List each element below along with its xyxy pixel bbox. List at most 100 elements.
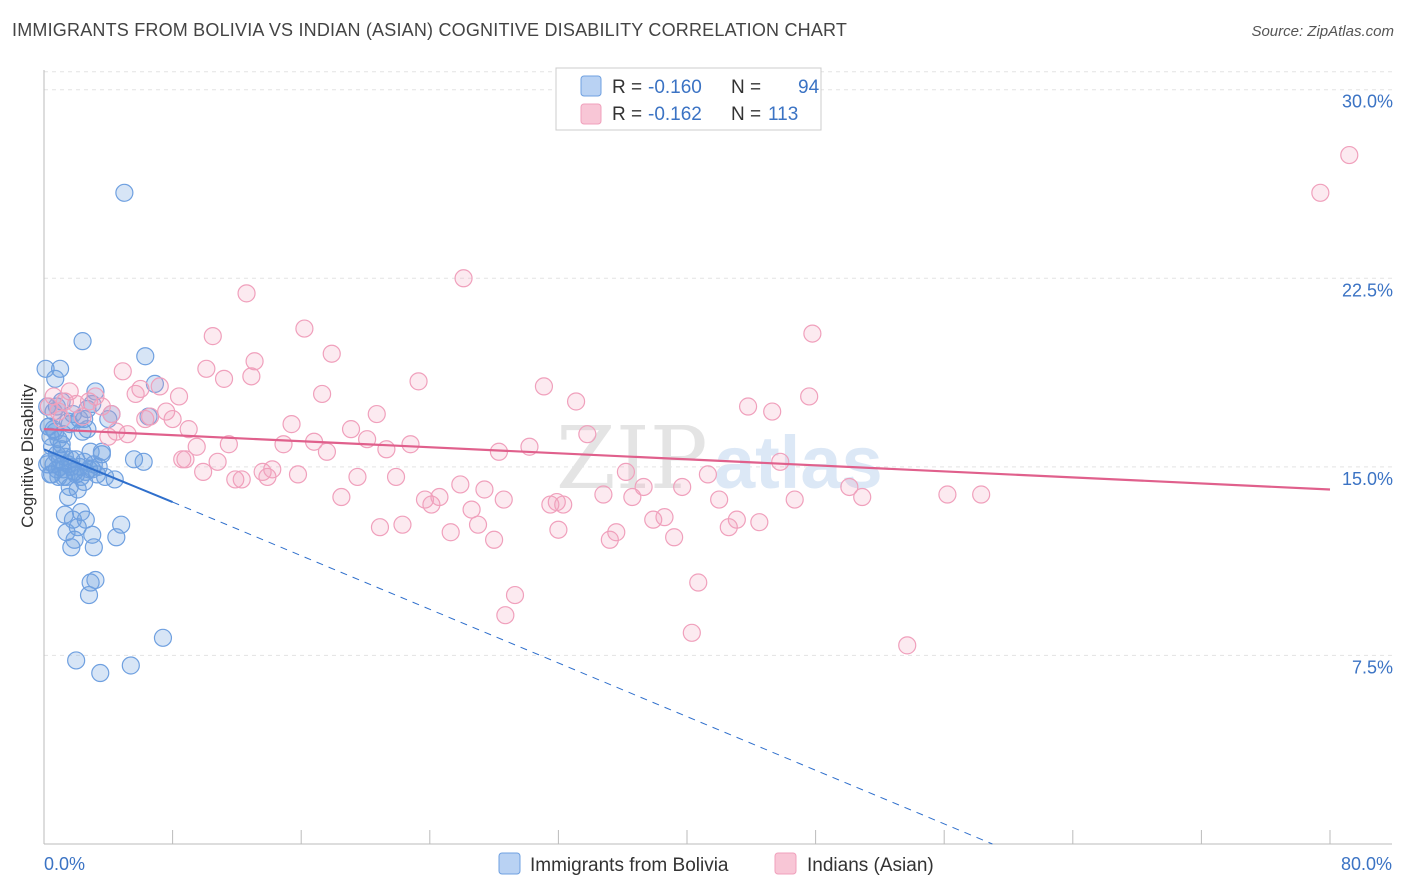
x-tick-label-min: 0.0% [44, 854, 85, 874]
x-tick-label-max: 80.0% [1341, 854, 1392, 874]
indian-points [39, 145, 1359, 655]
indian-point-43 [288, 465, 308, 484]
bolivia-point-68 [105, 470, 124, 489]
indian-point-66 [462, 500, 481, 519]
indian-point-29 [203, 327, 222, 346]
indian-point-40 [263, 460, 282, 479]
indian-point-83 [616, 462, 636, 481]
indian-point-25 [179, 420, 198, 439]
indian-point-55 [377, 440, 396, 459]
indian-point-35 [237, 284, 256, 303]
bolivia-point-63 [91, 663, 110, 683]
indian-point-56 [386, 467, 406, 487]
source-label: Source: ZipAtlas.com [1251, 23, 1394, 40]
bottom-legend-label-bolivia: Immigrants from Bolivia [530, 855, 729, 876]
indian-point-16 [126, 384, 145, 404]
indian-point-95 [727, 510, 746, 529]
bolivia-point-75 [136, 347, 155, 366]
bolivia-trend-extension [172, 501, 993, 845]
indian-point-108 [496, 606, 515, 625]
legend-swatch-bolivia [580, 75, 602, 97]
indian-point-49 [332, 487, 351, 507]
bolivia-point-92 [65, 462, 84, 481]
bolivia-point-91 [92, 442, 111, 461]
legend-r-label-2: R = [612, 104, 642, 125]
indian-point-62 [430, 487, 449, 507]
indian-point-81 [600, 530, 619, 549]
indian-point-76 [549, 520, 568, 539]
indian-point-102 [803, 324, 822, 343]
indian-point-7 [73, 407, 92, 426]
bolivia-point-59 [86, 382, 105, 401]
indian-point-14 [113, 362, 132, 381]
indian-point-105 [898, 636, 917, 655]
indian-point-3 [52, 409, 71, 429]
y-tick-label-3: 30.0% [1342, 92, 1393, 112]
chart-title: IMMIGRANTS FROM BOLIVIA VS INDIAN (ASIAN… [12, 20, 848, 40]
indian-point-23 [169, 387, 189, 406]
indian-point-82 [607, 523, 626, 542]
legend-n-label-1: N = [731, 77, 761, 98]
bottom-legend-label-indian: Indians (Asian) [807, 855, 934, 876]
indian-point-86 [644, 510, 663, 529]
indian-point-58 [401, 435, 420, 454]
y-tick-label-0: 7.5% [1352, 657, 1393, 677]
legend-n-label-2: N = [731, 104, 761, 125]
indian-point-104 [853, 487, 872, 507]
indian-point-89 [673, 477, 692, 497]
bolivia-point-77 [145, 374, 165, 393]
indian-point-93 [710, 490, 729, 509]
indian-point-79 [578, 425, 597, 444]
bolivia-point-93 [52, 435, 71, 454]
indian-point-74 [534, 377, 554, 396]
indian-point-22 [163, 409, 182, 429]
indian-point-100 [785, 490, 804, 509]
indian-point-18 [136, 409, 155, 429]
bottom-legend-swatch-indian [774, 852, 797, 875]
indian-point-46 [312, 384, 332, 404]
indian-point-36 [242, 367, 261, 386]
indian-point-109 [547, 492, 566, 512]
indian-point-44 [295, 319, 314, 338]
bolivia-point-54 [81, 573, 100, 592]
indian-point-65 [454, 269, 473, 288]
indian-point-92 [698, 465, 717, 484]
bolivia-point-74 [134, 452, 153, 471]
indian-point-21 [157, 402, 176, 421]
indian-point-9 [86, 387, 105, 406]
indian-point-78 [566, 392, 586, 411]
indian-point-33 [226, 470, 245, 489]
indian-point-71 [494, 490, 513, 509]
indian-point-90 [682, 623, 701, 642]
legend-r-label-1: R = [612, 77, 642, 98]
indian-point-85 [634, 477, 653, 497]
indian-point-34 [232, 470, 251, 489]
indian-point-32 [219, 435, 238, 454]
bolivia-point-9 [46, 369, 65, 388]
indian-point-37 [245, 352, 264, 371]
trend-lines [43, 428, 1331, 845]
indian-point-30 [208, 452, 227, 471]
indian-point-96 [738, 397, 758, 416]
indian-point-54 [370, 518, 390, 537]
bolivia-point-48 [76, 510, 95, 529]
bolivia-point-70 [112, 515, 131, 534]
indian-point-107 [972, 485, 991, 504]
legend-n-value-2: 113 [768, 104, 798, 125]
indian-point-20 [150, 377, 169, 396]
bolivia-point-43 [73, 332, 92, 351]
indian-point-88 [665, 528, 684, 547]
indian-point-31 [214, 369, 234, 388]
indian-point-48 [322, 344, 341, 363]
indian-point-67 [468, 515, 488, 534]
bolivia-trend-line [43, 448, 173, 503]
indian-point-64 [451, 475, 470, 494]
indian-point-106 [938, 485, 957, 504]
indian-point-51 [348, 467, 367, 487]
y-tick-label-2: 22.5% [1342, 280, 1393, 300]
indian-point-47 [317, 442, 337, 461]
indian-point-72 [505, 585, 525, 605]
indian-point-97 [750, 513, 769, 532]
bolivia-point-87 [54, 467, 73, 487]
